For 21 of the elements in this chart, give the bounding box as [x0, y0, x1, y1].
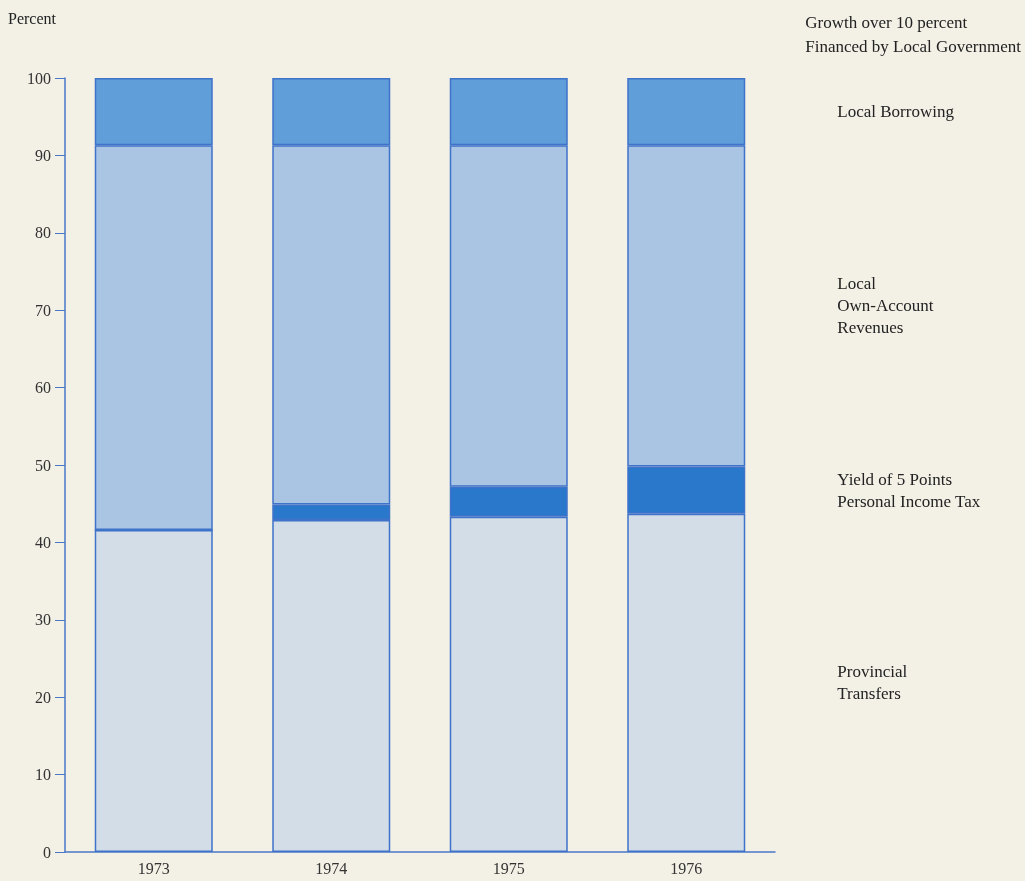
y-tick-label: 40	[35, 533, 51, 551]
y-axis-title: Percent	[8, 9, 57, 27]
text: Growth over 10 percent Financed by Local Government	[805, 12, 1022, 56]
y-tick-label: 50	[35, 456, 51, 474]
x-tick-label: 1973	[137, 859, 170, 877]
y-tick-label: 90	[35, 146, 51, 164]
y-tick-label: 70	[35, 301, 51, 319]
x-tick-label: 1975	[492, 859, 525, 877]
y-tick-label: 10	[35, 766, 51, 784]
text: Local Own-Account Revenues	[837, 274, 934, 338]
text: Provincial Transfers	[837, 662, 908, 704]
y-tick-label: 80	[35, 224, 51, 242]
y-tick-label: 0	[43, 843, 51, 861]
x-tick-label: 1974	[315, 859, 348, 877]
y-tick-label: 100	[27, 69, 51, 87]
x-tick-label: 1976	[670, 859, 703, 877]
y-tick-label: 60	[35, 379, 51, 397]
y-tick-label: 20	[35, 688, 51, 706]
text: Yield of 5 Points Personal Income Tax	[837, 469, 981, 511]
y-tick-label: 30	[35, 611, 51, 629]
text: Local Borrowing	[837, 102, 955, 122]
